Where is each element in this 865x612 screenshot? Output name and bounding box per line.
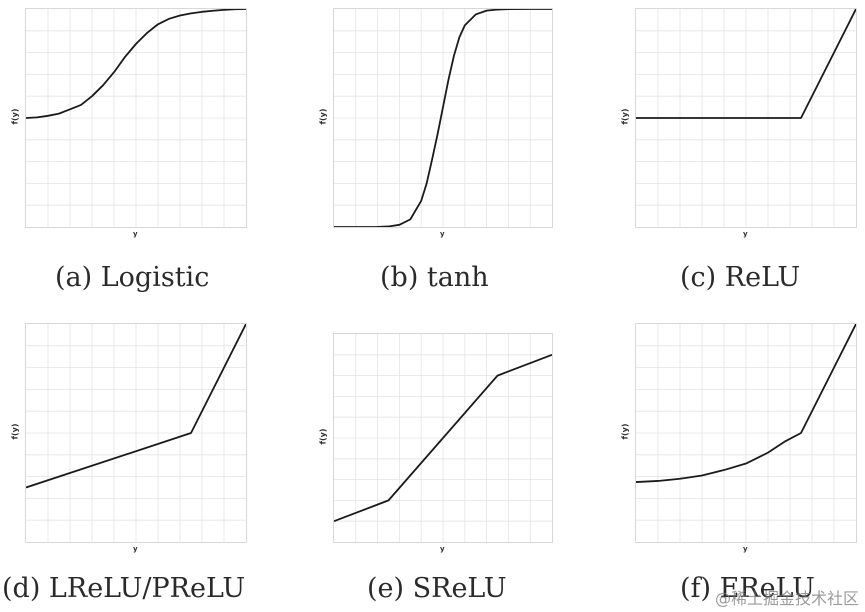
x-axis-label: y (743, 545, 748, 553)
chart-caption: (f) EReLU (680, 573, 815, 604)
x-axis-label: y (440, 230, 445, 238)
plot-area (333, 333, 553, 543)
plot-area (25, 8, 247, 228)
plot-area (635, 8, 857, 228)
chart-caption: (d) LReLU/PReLU (2, 573, 246, 604)
x-axis-label: y (133, 230, 138, 238)
series-line (334, 9, 552, 227)
x-axis-label: y (440, 545, 445, 553)
y-axis-label: f(y) (318, 428, 328, 445)
chart-svg (26, 9, 246, 227)
chart-caption: (c) ReLU (680, 262, 801, 293)
chart-svg (636, 324, 856, 542)
series-line (26, 9, 246, 119)
plot-area (333, 8, 553, 228)
chart-svg (26, 324, 246, 542)
chart-svg (636, 9, 856, 227)
chart-caption: (a) Logistic (55, 262, 210, 293)
series-line (636, 9, 856, 119)
series-line (334, 353, 552, 523)
chart-caption: (e) SReLU (367, 573, 507, 604)
y-axis-label: f(y) (10, 423, 20, 440)
chart-svg (334, 334, 552, 542)
series-line (26, 324, 246, 489)
y-axis-label: f(y) (620, 108, 630, 125)
watermark-text: @稀土掘金技术社区 (714, 589, 859, 608)
chart-caption: (b) tanh (380, 262, 489, 293)
plot-area (635, 323, 857, 543)
x-axis-label: y (133, 545, 138, 553)
y-axis-label: f(y) (10, 108, 20, 125)
series-line (636, 324, 856, 483)
y-axis-label: f(y) (318, 108, 328, 125)
x-axis-label: y (743, 230, 748, 238)
plot-area (25, 323, 247, 543)
y-axis-label: f(y) (620, 423, 630, 440)
chart-svg (334, 9, 552, 227)
